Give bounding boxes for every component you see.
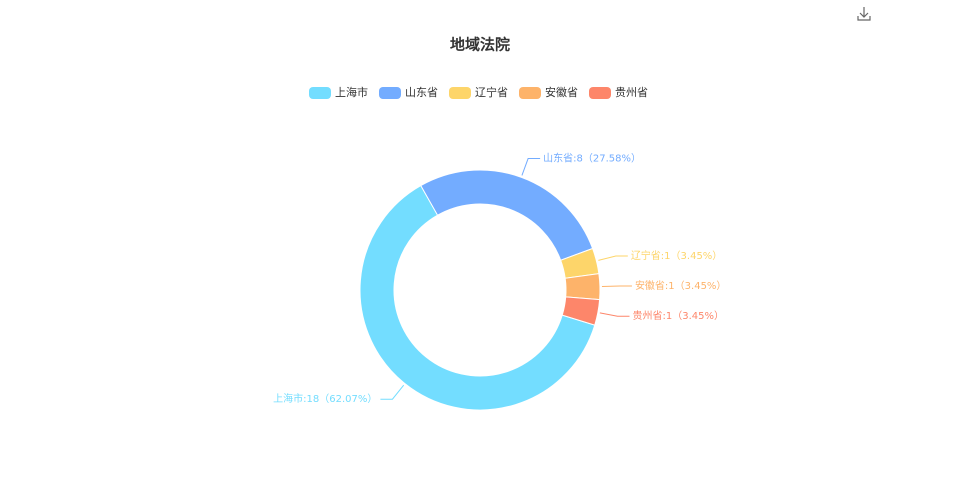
legend-label: 贵州省 bbox=[615, 86, 648, 99]
label-line bbox=[521, 158, 541, 176]
pie-slice bbox=[420, 169, 594, 261]
pie-slice bbox=[561, 296, 601, 326]
data-label: 辽宁省:1（3.45%） bbox=[631, 249, 723, 262]
legend-swatch bbox=[379, 87, 401, 99]
legend-label: 安徽省 bbox=[545, 85, 578, 99]
legend-label: 辽宁省 bbox=[475, 85, 508, 99]
data-label: 安徽省:1（3.45%） bbox=[635, 279, 727, 292]
pie-slice bbox=[359, 184, 596, 411]
legend-swatch bbox=[309, 87, 331, 99]
download-icon[interactable] bbox=[857, 7, 871, 21]
legend-label: 上海市 bbox=[335, 85, 368, 99]
data-label: 山东省:8（27.58%） bbox=[543, 152, 641, 165]
data-label: 上海市:18（62.07%） bbox=[273, 392, 377, 405]
label-line bbox=[380, 384, 405, 400]
legend-label: 山东省 bbox=[405, 86, 438, 99]
label-line bbox=[601, 285, 632, 288]
chart-title: 地域法院 bbox=[450, 36, 510, 54]
label-line bbox=[598, 255, 628, 261]
download-button[interactable] bbox=[857, 7, 871, 21]
legend-swatch bbox=[519, 87, 541, 99]
label-line bbox=[599, 312, 630, 317]
data-label: 贵州省:1（3.45%） bbox=[633, 309, 725, 322]
legend-swatch bbox=[449, 87, 471, 99]
legend-swatch bbox=[589, 87, 611, 99]
pie-slice bbox=[564, 273, 601, 301]
